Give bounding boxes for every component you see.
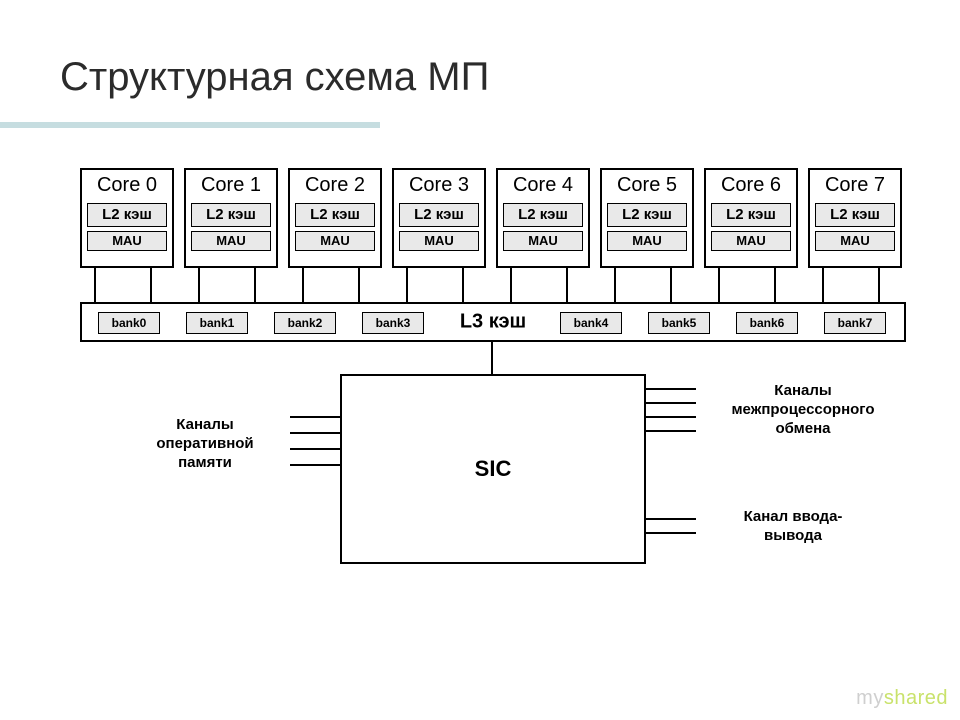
l2-cache: L2 кэш [191,203,271,227]
page-title: Структурная схема МП [60,55,489,100]
core-l3-connector-3-1 [462,268,464,302]
core-block-2: Core 2 L2 кэш MAU [288,168,382,268]
label-memory-channels: Каналыоперативнойпамяти [135,416,275,472]
right-ipc-channel-2 [646,416,696,418]
core-block-3: Core 3 L2 кэш MAU [392,168,486,268]
mau-block: MAU [607,231,687,251]
core-l3-connector-7-0 [822,268,824,302]
left-mem-channel-2 [290,448,340,450]
core-block-4: Core 4 L2 кэш MAU [496,168,590,268]
watermark-right: shared [884,687,948,709]
left-mem-channel-1 [290,432,340,434]
mau-block: MAU [711,231,791,251]
core-l3-connector-0-1 [150,268,152,302]
core-l3-connector-7-1 [878,268,880,302]
right-ipc-channel-1 [646,402,696,404]
core-title: Core 4 [498,174,588,197]
mau-block: MAU [399,231,479,251]
l3-bank-1: bank1 [186,312,248,334]
label-io-channel: Канал ввода-вывода [708,508,878,546]
core-l3-connector-1-0 [198,268,200,302]
l3-bank-0: bank0 [98,312,160,334]
right-ipc-channel-0 [646,388,696,390]
l3-bank-4: bank4 [560,312,622,334]
core-block-7: Core 7 L2 кэш MAU [808,168,902,268]
core-block-6: Core 6 L2 кэш MAU [704,168,798,268]
l2-cache: L2 кэш [607,203,687,227]
right-ipc-channel-3 [646,430,696,432]
watermark: myshared [856,687,948,710]
core-l3-connector-6-1 [774,268,776,302]
l2-cache: L2 кэш [87,203,167,227]
watermark-left: my [856,687,884,709]
l3-sic-connector [491,342,493,374]
right-io-channel-1 [646,532,696,534]
mau-block: MAU [87,231,167,251]
core-block-5: Core 5 L2 кэш MAU [600,168,694,268]
l2-cache: L2 кэш [815,203,895,227]
core-title: Core 5 [602,174,692,197]
core-title: Core 6 [706,174,796,197]
l2-cache: L2 кэш [503,203,583,227]
l2-cache: L2 кэш [295,203,375,227]
core-l3-connector-1-1 [254,268,256,302]
core-block-1: Core 1 L2 кэш MAU [184,168,278,268]
core-block-0: Core 0 L2 кэш MAU [80,168,174,268]
block-diagram: Core 0 L2 кэш MAU Core 1 L2 кэш MAU Core 2 L2 к… [80,168,910,588]
core-l3-connector-2-0 [302,268,304,302]
sic-block: SIC [340,374,646,564]
core-title: Core 7 [810,174,900,197]
core-title: Core 1 [186,174,276,197]
mau-block: MAU [815,231,895,251]
l3-bank-2: bank2 [274,312,336,334]
l3-bank-7: bank7 [824,312,886,334]
core-l3-connector-5-0 [614,268,616,302]
core-l3-connector-6-0 [718,268,720,302]
left-mem-channel-0 [290,416,340,418]
mau-block: MAU [295,231,375,251]
core-title: Core 2 [290,174,380,197]
core-l3-connector-5-1 [670,268,672,302]
mau-block: MAU [503,231,583,251]
core-l3-connector-4-0 [510,268,512,302]
mau-block: MAU [191,231,271,251]
core-l3-connector-4-1 [566,268,568,302]
label-ipc-channels: Каналымежпроцессорногообмена [708,382,898,438]
title-rule [0,122,380,128]
l2-cache: L2 кэш [711,203,791,227]
right-io-channel-0 [646,518,696,520]
core-l3-connector-0-0 [94,268,96,302]
l3-bank-3: bank3 [362,312,424,334]
l3-bank-5: bank5 [648,312,710,334]
l3-label: L3 кэш [460,311,526,334]
l3-cache: L3 кэш bank0 bank1 bank2 bank3 bank4 bank5 bank… [80,302,906,342]
core-title: Core 0 [82,174,172,197]
core-l3-connector-2-1 [358,268,360,302]
left-mem-channel-3 [290,464,340,466]
core-l3-connector-3-0 [406,268,408,302]
core-title: Core 3 [394,174,484,197]
l2-cache: L2 кэш [399,203,479,227]
l3-bank-6: bank6 [736,312,798,334]
